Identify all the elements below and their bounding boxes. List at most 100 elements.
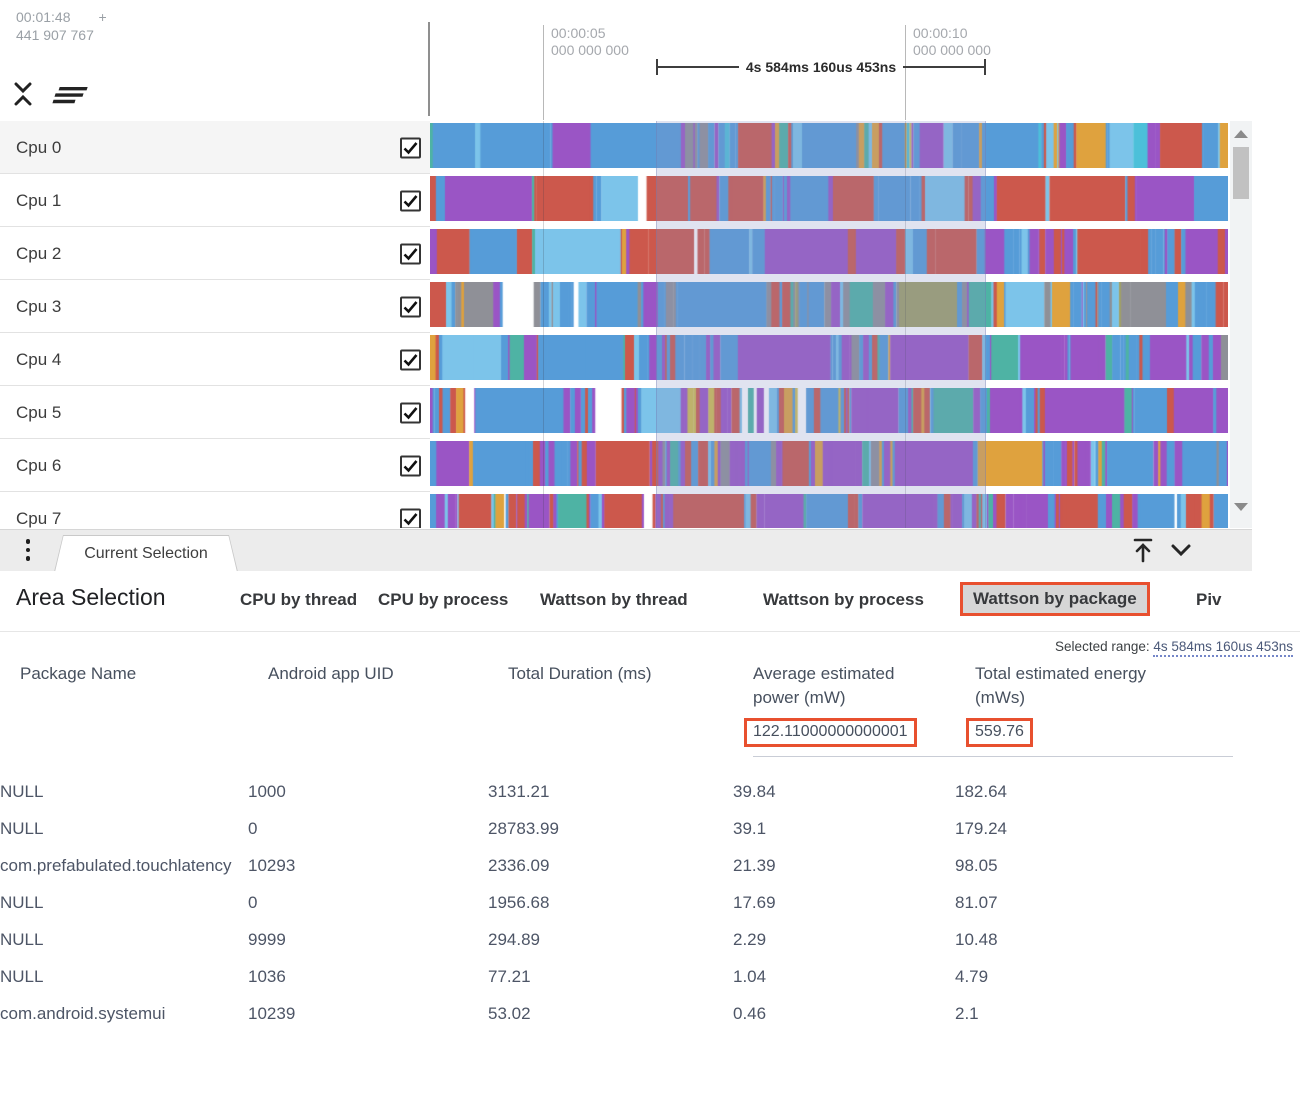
track-row[interactable]: Cpu 1 <box>0 174 1300 227</box>
time-ruler[interactable]: 00:01:48 + 441 907 767 00:00:05 00 <box>0 0 1300 121</box>
row-divider <box>0 279 430 280</box>
track-checkbox[interactable] <box>400 455 421 476</box>
track-label: Cpu 6 <box>16 455 62 475</box>
expand-to-top-icon[interactable] <box>1130 536 1156 569</box>
table-row[interactable]: NULL 9999 294.89 2.29 10.48 <box>0 921 1300 958</box>
cell-total-energy: 179.24 <box>955 819 1007 838</box>
cpu-sched-track[interactable] <box>430 335 1228 380</box>
row-divider <box>0 491 430 492</box>
cell-android-app-uid: 0 <box>248 819 258 838</box>
row-divider <box>0 173 430 174</box>
cell-package-name: NULL <box>0 967 44 986</box>
track-checkbox[interactable] <box>400 402 421 423</box>
panel-tab-cpu-by-process[interactable]: CPU by process <box>378 590 509 609</box>
cpu-sched-track[interactable] <box>430 441 1228 486</box>
track-row[interactable]: Cpu 5 <box>0 386 1300 439</box>
cell-android-app-uid: 0 <box>248 893 258 912</box>
cpu-sched-track[interactable] <box>430 229 1228 274</box>
track-checkbox[interactable] <box>400 137 421 158</box>
row-divider <box>0 332 430 333</box>
track-checkbox[interactable] <box>400 508 421 528</box>
cell-total-energy: 81.07 <box>955 893 998 912</box>
cell-package-name: NULL <box>0 930 44 949</box>
track-checkbox[interactable] <box>400 190 421 211</box>
panel-tab-wattson-by-thread[interactable]: Wattson by thread <box>540 590 688 609</box>
track-label: Cpu 3 <box>16 296 62 316</box>
selected-range-row: Selected range: 4s 584ms 160us 453ns <box>0 632 1300 658</box>
cell-total-energy: 182.64 <box>955 782 1007 801</box>
tab-current-selection-label: Current Selection <box>55 536 237 572</box>
vertical-scrollbar[interactable] <box>1230 121 1252 528</box>
cpu-sched-track[interactable] <box>430 176 1228 221</box>
summary-total-energy-value: 559.76 <box>966 718 1033 747</box>
cell-average-power: 21.39 <box>733 856 776 875</box>
track-label-area <box>0 121 430 174</box>
panel-tab-cpu-by-thread[interactable]: CPU by thread <box>240 590 358 609</box>
area-selection-tabs-row: Area Selection CPU by thread CPU by proce… <box>0 571 1300 632</box>
track-row[interactable]: Cpu 4 <box>0 333 1300 386</box>
unfold-less-icon[interactable] <box>12 82 34 111</box>
table-row[interactable]: com.android.systemui 10239 53.02 0.46 2.1 <box>0 995 1300 1032</box>
current-selection-panel: Area Selection CPU by thread CPU by proce… <box>0 571 1300 1104</box>
trace-offset-label: 00:01:48 + 441 907 767 <box>16 9 107 43</box>
cell-average-power: 17.69 <box>733 893 776 912</box>
cell-total-duration: 53.02 <box>488 1004 531 1023</box>
track-label-area <box>0 386 430 439</box>
column-header-total-duration[interactable]: Total Duration (ms) <box>508 664 652 683</box>
track-label-area <box>0 227 430 280</box>
column-header-package-name[interactable]: Package Name <box>20 664 137 683</box>
chevron-down-icon[interactable] <box>1168 536 1194 569</box>
cell-android-app-uid: 9999 <box>248 930 286 949</box>
track-row[interactable]: Cpu 6 <box>0 439 1300 492</box>
table-header: Package Name Android app UID Total Durat… <box>20 662 1300 710</box>
track-checkbox[interactable] <box>400 243 421 264</box>
cell-android-app-uid: 1000 <box>248 782 286 801</box>
track-label: Cpu 7 <box>16 508 62 528</box>
sort-icon[interactable] <box>52 86 88 109</box>
table-row[interactable]: NULL 0 28783.99 39.1 179.24 <box>0 810 1300 847</box>
cpu-sched-track[interactable] <box>430 123 1228 168</box>
cpu-sched-track[interactable] <box>430 282 1228 327</box>
column-header-average-power[interactable]: Average estimated power (mW) <box>753 664 895 707</box>
cell-total-duration: 77.21 <box>488 967 531 986</box>
row-divider <box>0 438 430 439</box>
table-row[interactable]: com.prefabulated.touchlatency 10293 2336.0… <box>0 847 1300 884</box>
cell-average-power: 39.1 <box>733 819 767 838</box>
track-row[interactable]: Cpu 7 <box>0 492 1300 528</box>
drawer-tab-bar: Current Selection <box>0 529 1252 571</box>
track-row[interactable]: Cpu 3 <box>0 280 1300 333</box>
cpu-sched-track[interactable] <box>430 388 1228 433</box>
track-row[interactable]: Cpu 2 <box>0 227 1300 280</box>
scrollbar-thumb[interactable] <box>1233 147 1249 199</box>
area-selection-overlay[interactable] <box>656 121 986 528</box>
table-row[interactable]: NULL 0 1956.68 17.69 81.07 <box>0 884 1300 921</box>
cell-package-name: NULL <box>0 893 44 912</box>
selected-range-value[interactable]: 4s 584ms 160us 453ns <box>1153 639 1293 657</box>
row-divider <box>0 385 430 386</box>
column-header-total-energy[interactable]: Total estimated energy (mWs) <box>975 664 1147 707</box>
cell-package-name: NULL <box>0 782 44 801</box>
track-label: Cpu 4 <box>16 349 62 369</box>
track-checkbox[interactable] <box>400 296 421 317</box>
track-checkbox[interactable] <box>400 349 421 370</box>
cpu-sched-track[interactable] <box>430 494 1228 528</box>
gridline-5s <box>543 121 544 528</box>
panel-tab-piv[interactable]: Piv <box>1196 590 1222 609</box>
track-label: Cpu 5 <box>16 402 62 422</box>
table-row[interactable]: NULL 1000 3131.21 39.84 182.64 <box>0 773 1300 810</box>
scroll-down-arrow-icon[interactable] <box>1234 503 1248 511</box>
panel-tab-wattson-by-package[interactable]: Wattson by package <box>960 582 1150 616</box>
cell-total-energy: 10.48 <box>955 930 998 949</box>
tab-current-selection[interactable]: Current Selection <box>54 535 238 572</box>
cell-android-app-uid: 1036 <box>248 967 286 986</box>
track-row[interactable]: Cpu 0 <box>0 121 1300 174</box>
track-label: Cpu 2 <box>16 243 62 263</box>
cell-average-power: 2.29 <box>733 930 767 949</box>
panel-tab-wattson-by-process[interactable]: Wattson by process <box>763 590 924 609</box>
cell-total-duration: 1956.68 <box>488 893 550 912</box>
column-header-android-app-uid[interactable]: Android app UID <box>268 664 394 683</box>
cell-total-duration: 2336.09 <box>488 856 550 875</box>
table-row[interactable]: NULL 1036 77.21 1.04 4.79 <box>0 958 1300 995</box>
scroll-up-arrow-icon[interactable] <box>1234 130 1248 138</box>
kebab-menu-icon[interactable] <box>22 539 34 565</box>
